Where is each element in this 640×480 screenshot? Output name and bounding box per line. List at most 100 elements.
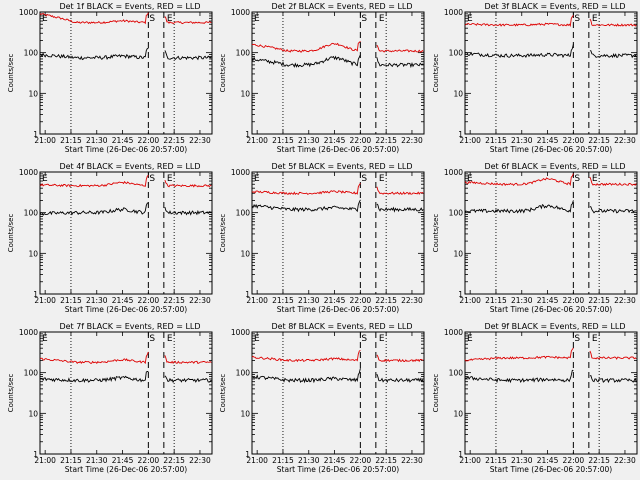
x-tick-label: 21:00 [459,136,481,145]
y-axis-label: Counts/sec [219,214,227,253]
x-tick-label: 22:15 [375,136,397,145]
plot-frame [251,171,425,295]
x-tick-label: 22:15 [163,456,185,465]
end-marker: E [42,174,48,184]
x-tick-label: 21:30 [298,296,320,305]
y-tick-label: 1000 [231,168,250,177]
x-tick-label: 21:15 [485,296,507,305]
x-tick-label: 22:00 [563,456,585,465]
y-tick-label: 1000 [444,168,463,177]
x-tick-label: 21:15 [60,296,82,305]
y-tick-label: 1 [33,290,38,299]
x-tick-label: 21:15 [272,456,294,465]
x-tick-label: 21:15 [60,456,82,465]
panel-title: Det 3f BLACK = Events, RED = LLD [484,2,625,11]
lld-series-line [376,354,424,363]
events-series-line [376,57,424,69]
lld-series-line [589,350,637,360]
y-tick-label: 100 [24,49,39,58]
y-axis-label: Counts/sec [219,374,227,413]
end-marker: E [379,14,385,24]
x-tick-label: 22:15 [375,456,397,465]
plot-frame [464,11,638,135]
panel-title: Det 1f BLACK = Events, RED = LLD [59,2,200,11]
plot-frame [39,11,213,135]
x-axis-label: Start Time (26-Dec-06 20:57:00) [65,145,187,154]
x-tick-label: 21:00 [246,296,268,305]
y-tick-label: 1000 [444,8,463,17]
y-tick-label: 1000 [19,8,38,17]
events-series-line [464,44,574,59]
plot-frame [251,11,425,135]
x-tick-label: 21:00 [246,456,268,465]
detector-panel: Det 1f BLACK = Events, RED = LLD 1 10 100 10… [7,2,213,154]
lld-series-line [464,15,574,28]
y-tick-label: 1000 [19,328,38,337]
lld-series-line [39,351,149,365]
events-series-line [39,371,149,384]
start-marker: S [361,174,367,184]
y-tick-label: 10 [240,89,250,98]
y-tick-label: 10 [28,249,38,258]
x-axis-label: Start Time (26-Dec-06 20:57:00) [277,305,399,314]
x-axis-label: Start Time (26-Dec-06 20:57:00) [490,145,612,154]
x-tick-label: 21:30 [511,456,533,465]
x-tick-label: 22:00 [138,296,160,305]
x-tick-label: 22:00 [138,456,160,465]
x-tick-label: 21:00 [34,136,56,145]
end-marker: E [42,14,48,24]
start-marker: S [149,334,155,344]
x-tick-label: 21:45 [537,456,559,465]
x-tick-label: 22:15 [588,456,610,465]
detector-panel: Det 4f BLACK = Events, RED = LLD 1 10 100 10… [7,162,213,314]
end-marker: E [167,14,173,24]
x-tick-label: 22:00 [350,456,372,465]
detector-panel: Det 2f BLACK = Events, RED = LLD 1 10 100 10… [219,2,425,154]
x-tick-label: 21:45 [112,136,134,145]
events-series-line [251,54,361,68]
x-tick-label: 22:30 [401,296,423,305]
lld-series-line [164,355,212,365]
x-tick-label: 21:15 [272,296,294,305]
panel-title: Det 4f BLACK = Events, RED = LLD [59,162,200,171]
y-tick-label: 1000 [19,168,38,177]
detector-panel: Det 6f BLACK = Events, RED = LLD 1 10 100 10… [432,162,638,314]
x-tick-label: 21:45 [112,456,134,465]
x-tick-label: 22:30 [614,456,636,465]
y-tick-label: 1 [33,130,38,139]
y-tick-label: 10 [28,89,38,98]
start-marker: S [149,174,155,184]
x-tick-label: 21:00 [34,296,56,305]
y-tick-label: 1 [245,130,250,139]
y-tick-label: 1000 [231,8,250,17]
events-series-line [589,375,637,384]
lld-series-line [251,40,361,53]
plot-frame [464,331,638,455]
end-marker: E [467,334,473,344]
y-tick-label: 100 [24,209,39,218]
x-tick-label: 21:00 [34,456,56,465]
y-tick-label: 1 [33,450,38,459]
y-tick-label: 10 [453,409,463,418]
x-tick-label: 21:30 [86,296,108,305]
events-series-line [164,206,212,216]
x-tick-label: 22:30 [189,296,211,305]
x-tick-label: 22:15 [163,136,185,145]
y-tick-label: 100 [449,369,464,378]
x-axis-label: Start Time (26-Dec-06 20:57:00) [65,465,187,474]
x-axis-label: Start Time (26-Dec-06 20:57:00) [490,465,612,474]
detector-panel: Det 5f BLACK = Events, RED = LLD 1 10 100 10… [219,162,425,314]
end-marker: E [254,334,260,344]
y-axis-label: Counts/sec [219,54,227,93]
end-marker: E [254,14,260,24]
y-tick-label: 10 [28,409,38,418]
end-marker: E [42,334,48,344]
y-tick-label: 1000 [444,328,463,337]
x-tick-label: 22:30 [189,456,211,465]
lld-series-line [251,183,361,196]
start-marker: S [574,174,580,184]
lld-series-line [251,350,361,363]
plot-frame [251,331,425,455]
x-tick-label: 21:30 [511,136,533,145]
